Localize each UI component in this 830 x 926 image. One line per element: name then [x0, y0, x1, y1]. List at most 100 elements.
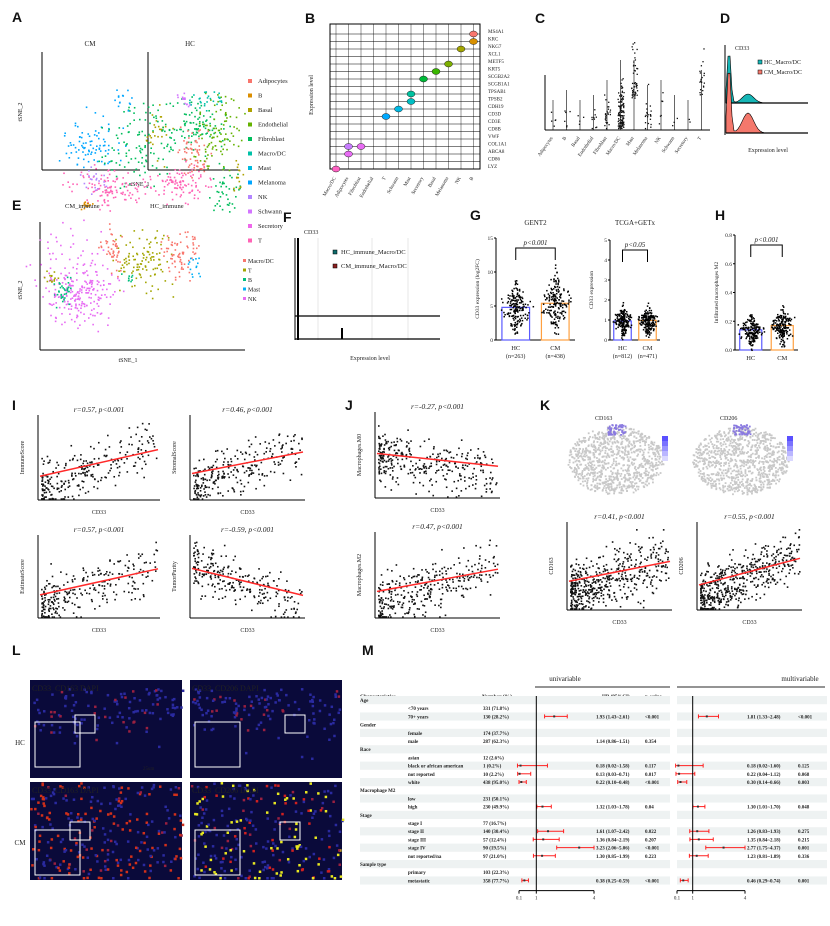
scatter-point: [53, 498, 55, 500]
data-point: [781, 318, 783, 321]
scatter-point: [443, 449, 445, 452]
data-point: [566, 125, 568, 127]
tsne-point: [193, 155, 195, 158]
scatter-point: [57, 472, 60, 475]
scatter-point: [195, 487, 198, 490]
tsne-point: [85, 270, 88, 272]
tsne-point: [218, 200, 221, 202]
scatter-point: [378, 470, 381, 472]
tsne-point: [155, 167, 158, 169]
scatter-point: [283, 456, 285, 458]
scatter-point: [380, 443, 383, 446]
tsne-point: [132, 246, 134, 249]
scatter-point: [412, 603, 415, 606]
scatter-point: [585, 572, 587, 575]
scatter-point: [43, 460, 45, 462]
scatter-point: [392, 455, 395, 457]
tsne-point: [146, 136, 149, 138]
data-point: [620, 108, 622, 110]
scatter-point: [447, 567, 449, 570]
tsne-point: [85, 186, 88, 189]
gene-label: XCL1: [488, 53, 501, 58]
scatter-point: [439, 616, 441, 618]
data-point: [550, 322, 553, 325]
tsne-point: [183, 92, 186, 95]
data-point: [621, 86, 623, 88]
scatter-point: [140, 436, 143, 438]
scatter-point: [647, 556, 649, 559]
tsne-point: [128, 102, 131, 105]
scatter-point: [56, 608, 59, 610]
scatter-point: [43, 616, 46, 618]
scatter-point: [400, 606, 403, 609]
data-point: [553, 311, 555, 313]
scatter-point: [396, 452, 399, 455]
scatter-point: [489, 477, 491, 479]
tsne-point: [49, 267, 52, 270]
scatter-point: [385, 460, 388, 463]
tsne-point: [103, 174, 105, 177]
tsne-point: [172, 254, 175, 256]
scatter-point: [223, 476, 226, 478]
scatter-point: [637, 601, 640, 604]
tsne-point: [80, 311, 82, 314]
tsne-point: [195, 139, 197, 142]
tsne-point: [62, 287, 64, 289]
tsne-point: [53, 278, 56, 281]
scatter-point: [598, 583, 601, 586]
tsne-point: [115, 259, 118, 261]
tsne-point: [77, 257, 79, 259]
tsne-point: [220, 100, 223, 102]
scatter-point: [71, 579, 74, 581]
data-point: [650, 314, 653, 317]
tsne-point: [207, 128, 210, 131]
tsne-point: [63, 172, 65, 175]
tsne-point: [93, 300, 95, 303]
scatter-point: [48, 607, 51, 610]
tsne-point: [99, 313, 102, 315]
legend-swatch: [248, 93, 252, 98]
tsne-point: [69, 291, 72, 294]
scatter-point: [385, 616, 387, 618]
scatter-point: [590, 586, 592, 588]
tsne-point: [208, 143, 211, 145]
tsne-point: [155, 117, 158, 120]
scatter-point: [648, 537, 651, 539]
tsne-point: [76, 315, 79, 318]
scatter-point: [58, 605, 60, 608]
data-point: [553, 280, 555, 283]
scatter-point: [91, 461, 93, 463]
data-point: [644, 312, 647, 314]
scatter-point: [214, 590, 216, 593]
scatter-point: [131, 443, 133, 446]
scatter-point: [220, 555, 223, 558]
tsne-point: [209, 125, 212, 127]
data-point: [784, 330, 786, 332]
tsne-point: [179, 181, 182, 184]
scatter-point: [114, 459, 116, 462]
scatter-point: [490, 491, 493, 494]
scatter-point: [402, 616, 404, 618]
tsne-point: [69, 276, 72, 279]
data-point: [511, 323, 513, 326]
tsne-point: [199, 160, 202, 162]
scatter-point: [204, 484, 207, 487]
scatter-point: [444, 478, 446, 480]
tsne-point: [183, 120, 185, 122]
data-point: [621, 332, 623, 335]
scatter-point: [397, 600, 399, 603]
data-point: [626, 313, 629, 316]
violin: [469, 30, 478, 38]
data-point: [776, 325, 778, 327]
data-point: [591, 127, 593, 130]
scatter-point: [391, 459, 394, 461]
scatter-point: [378, 444, 381, 447]
scatter-point: [194, 490, 196, 493]
scatter-point: [217, 570, 219, 573]
data-point: [750, 315, 752, 318]
tsne-point: [84, 280, 86, 283]
data-point: [649, 105, 652, 107]
tsne-point: [154, 267, 157, 270]
scatter-point: [605, 583, 607, 586]
tsne-point: [68, 258, 71, 261]
